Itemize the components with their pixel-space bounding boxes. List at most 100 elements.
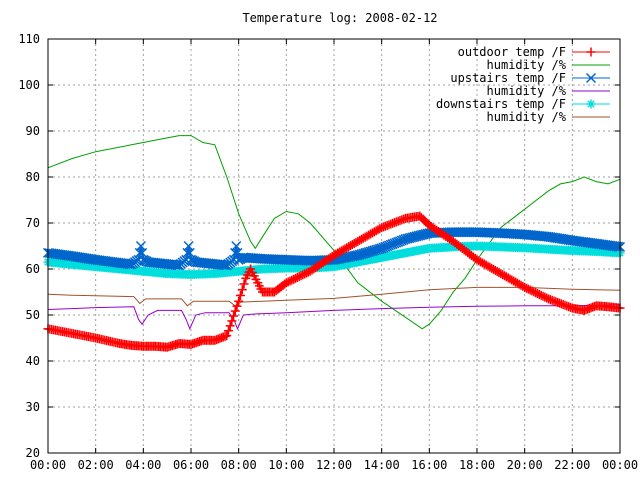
data-point <box>354 249 365 260</box>
x-tick-label: 06:00 <box>173 458 209 472</box>
marker-stroke <box>372 244 384 255</box>
marker-stroke <box>360 248 371 259</box>
series-line <box>47 304 621 331</box>
x-tick-label: 18:00 <box>459 458 495 472</box>
y-tick-label: 110 <box>18 32 40 46</box>
x-tick-label: 10:00 <box>268 458 304 472</box>
data-point <box>371 244 382 255</box>
y-tick-label: 70 <box>26 216 40 230</box>
x-tick-label: 04:00 <box>125 458 161 472</box>
marker-stroke <box>219 260 230 271</box>
data-point <box>232 301 242 311</box>
marker-stroke <box>367 245 378 256</box>
series-4 <box>43 241 625 280</box>
data-point <box>398 234 409 245</box>
marker-stroke <box>124 259 135 270</box>
axes: 20 30 40 50 60 70 80 90 100 110 00:00 02:00 04:00 06:… <box>18 32 638 472</box>
marker-stroke <box>182 247 193 258</box>
legend-label: upstairs temp /F <box>450 71 566 85</box>
x-tick-label: 16:00 <box>411 458 447 472</box>
marker-stroke <box>398 234 409 245</box>
x-tick-label: 14:00 <box>364 458 400 472</box>
data-point <box>360 248 371 259</box>
marker-stroke <box>369 245 380 256</box>
data-point <box>613 241 624 252</box>
marker-stroke <box>230 247 241 258</box>
data-point <box>225 321 235 331</box>
legend-label: humidity /% <box>487 110 567 124</box>
x-tick-label: 00:00 <box>602 458 638 472</box>
y-tick-label: 80 <box>26 170 40 184</box>
marker-stroke <box>120 258 131 269</box>
legend-marker <box>585 72 597 84</box>
data-point <box>235 290 245 300</box>
data-point <box>361 247 373 258</box>
data-point <box>372 244 384 255</box>
marker-stroke <box>371 244 382 255</box>
data-point <box>363 246 374 258</box>
x-tick-label: 12:00 <box>316 458 352 472</box>
marker-stroke <box>363 246 374 258</box>
data-point <box>234 296 244 306</box>
series-0 <box>43 211 625 352</box>
series-3 <box>47 304 621 331</box>
data-point <box>358 248 369 259</box>
y-tick-label: 60 <box>26 262 40 276</box>
data-point <box>222 331 232 341</box>
series-line <box>47 135 621 330</box>
x-tick-label: 20:00 <box>507 458 543 472</box>
marker-stroke <box>172 260 183 271</box>
legend-label: outdoor temp /F <box>458 45 566 59</box>
data-point <box>124 259 135 270</box>
y-tick-label: 40 <box>26 354 40 368</box>
series-2 <box>42 227 626 271</box>
series-layer <box>42 135 626 352</box>
marker-stroke <box>216 259 227 270</box>
data-point <box>352 250 363 261</box>
data-point <box>367 245 378 256</box>
marker-stroke <box>356 249 367 260</box>
legend-label: humidity /% <box>487 58 567 72</box>
data-point <box>365 246 376 257</box>
y-tick-label: 90 <box>26 124 40 138</box>
marker-stroke <box>134 247 145 258</box>
y-tick-label: 50 <box>26 308 40 322</box>
marker-stroke <box>585 72 597 84</box>
x-tick-label: 00:00 <box>30 458 66 472</box>
x-tick-label: 08:00 <box>221 458 257 472</box>
y-tick-label: 20 <box>26 446 40 460</box>
marker-stroke <box>361 247 373 258</box>
marker-stroke <box>358 248 369 259</box>
marker-stroke <box>228 254 239 265</box>
data-point <box>219 260 230 271</box>
y-tick-label: 100 <box>18 78 40 92</box>
legend-marker <box>586 99 596 109</box>
data-point <box>223 326 233 336</box>
legend-label: downstairs temp /F <box>436 97 566 111</box>
data-point <box>237 285 247 295</box>
legend-label: humidity /% <box>487 84 567 98</box>
marker-stroke <box>613 241 624 252</box>
x-tick-label: 02:00 <box>78 458 114 472</box>
data-point <box>229 311 239 321</box>
legend-marker <box>586 47 596 57</box>
series-1 <box>47 135 621 330</box>
chart-title: Temperature log: 2008-02-12 <box>242 11 437 25</box>
data-point <box>239 279 249 289</box>
marker-stroke <box>365 246 376 257</box>
marker-stroke <box>352 250 363 261</box>
data-point <box>356 249 367 260</box>
marker-stroke <box>587 100 595 108</box>
marker-stroke <box>609 241 620 252</box>
x-tick-label: 22:00 <box>554 458 590 472</box>
data-point <box>369 245 380 256</box>
data-point <box>230 306 240 316</box>
data-point <box>374 243 385 254</box>
data-point <box>227 316 237 326</box>
y-tick-label: 30 <box>26 400 40 414</box>
marker-stroke <box>374 243 385 254</box>
marker-stroke <box>168 259 179 270</box>
marker-stroke <box>611 241 622 252</box>
